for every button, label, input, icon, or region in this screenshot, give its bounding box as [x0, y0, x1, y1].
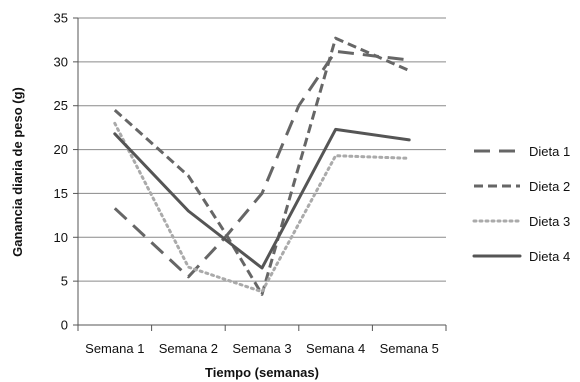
x-tick-label: Semana 2 [159, 341, 218, 356]
y-tick-label: 0 [61, 318, 68, 333]
legend-item: Dieta 1 [474, 144, 570, 159]
legend-item: Dieta 2 [474, 179, 570, 194]
legend-label: Dieta 4 [529, 249, 570, 264]
legend-item: Dieta 4 [472, 249, 570, 264]
x-axis-title: Tiempo (semanas) [205, 365, 319, 380]
series-lines [113, 36, 411, 296]
y-axis-title: Ganancia diaria de peso (g) [10, 87, 25, 257]
legend-label: Dieta 2 [529, 179, 570, 194]
series-line-dieta-3 [113, 121, 411, 294]
y-tick-label: 30 [54, 54, 68, 69]
legend-item: Dieta 3 [472, 214, 570, 229]
legend: Dieta 1 Dieta 2 Dieta 3 Dieta 4 [472, 144, 570, 264]
legend-label: Dieta 1 [529, 144, 570, 159]
y-tick-label: 5 [61, 274, 68, 289]
series-line-dieta-2 [113, 36, 410, 296]
y-tick-label: 15 [54, 186, 68, 201]
series-line-dieta-1 [113, 49, 410, 279]
x-tick-label: Semana 1 [85, 341, 144, 356]
y-tick-label: 20 [54, 142, 68, 157]
x-tick-label: Semana 5 [380, 341, 439, 356]
axes: 0 5 10 15 20 25 30 35 Semana 1 Semana 2 Semana 3 Se… [54, 11, 447, 356]
y-tick-label: 10 [54, 230, 68, 245]
x-tick-label: Semana 4 [306, 341, 365, 356]
legend-label: Dieta 3 [529, 214, 570, 229]
y-tick-label: 35 [54, 11, 68, 26]
series-line-dieta-4 [113, 127, 411, 270]
x-tick-label: Semana 3 [232, 341, 291, 356]
y-tick-label: 25 [54, 98, 68, 113]
